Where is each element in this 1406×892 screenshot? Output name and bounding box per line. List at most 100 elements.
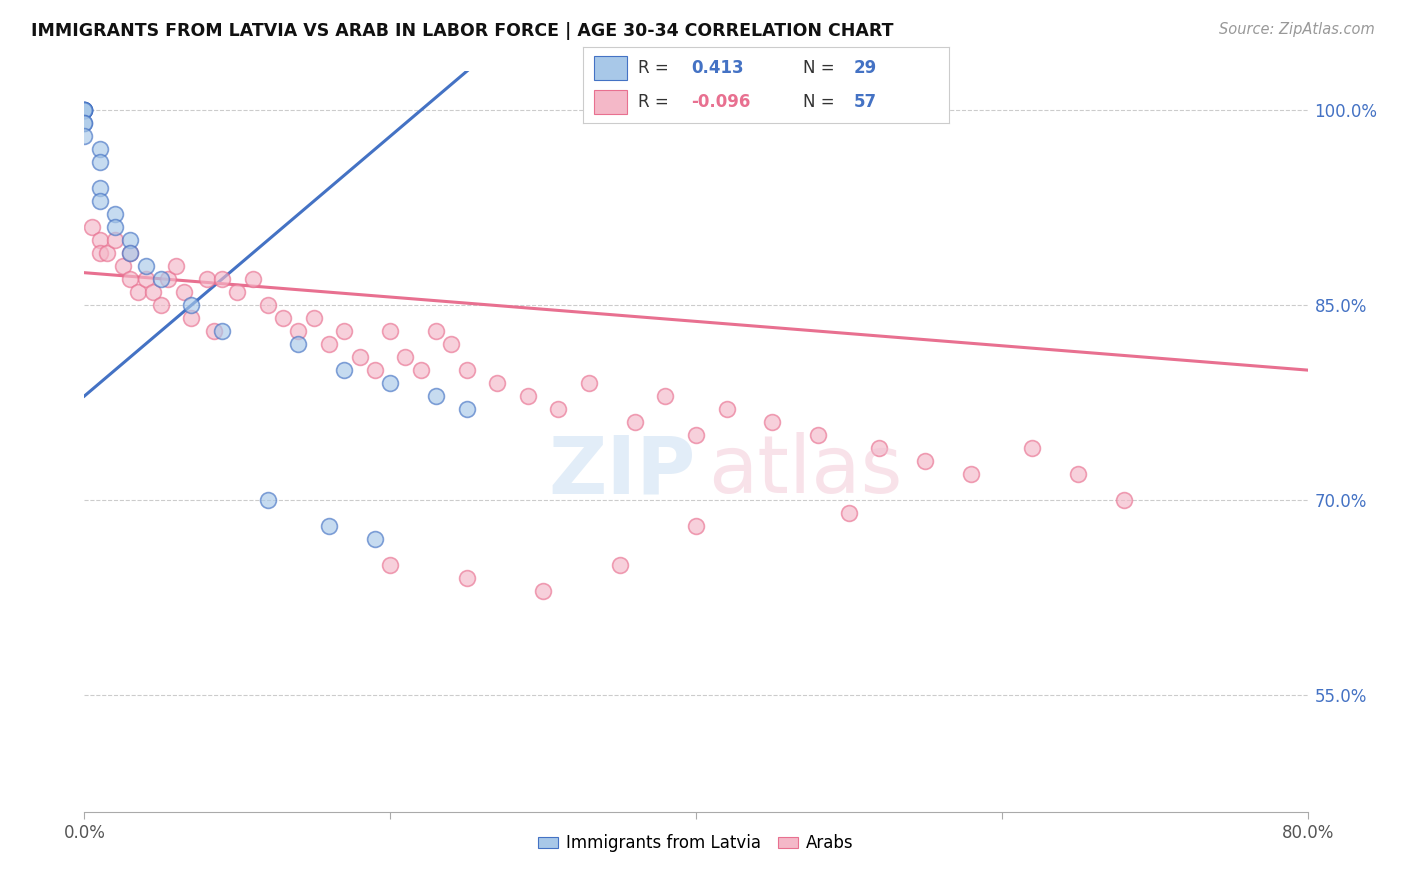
Point [394,350,416,364]
Text: -0.096: -0.096 [692,93,751,111]
Point [685,519,707,533]
Point [271,311,294,326]
Text: 0.413: 0.413 [692,59,744,77]
Bar [595,55,627,80]
Point [578,376,600,390]
Legend: Immigrants from Latvia, Arabs: Immigrants from Latvia, Arabs [531,828,860,859]
Point [380,324,402,338]
Point [1021,441,1043,455]
Point [111,259,134,273]
Point [242,272,264,286]
Point [96,246,118,260]
Point [180,298,202,312]
Point [380,558,402,572]
Point [149,272,172,286]
Point [135,272,157,286]
Point [547,402,569,417]
Point [135,259,157,273]
Point [89,233,111,247]
Point [654,389,676,403]
Point [869,441,891,455]
Point [456,363,478,377]
Text: N =: N = [803,93,839,111]
Point [165,259,187,273]
Point [425,324,447,338]
Point [157,272,180,286]
Point [486,376,509,390]
Point [364,363,387,377]
Point [440,337,463,351]
Point [364,532,387,546]
Point [333,363,356,377]
Text: IMMIGRANTS FROM LATVIA VS ARAB IN LABOR FORCE | AGE 30-34 CORRELATION CHART: IMMIGRANTS FROM LATVIA VS ARAB IN LABOR … [31,22,893,40]
Text: R =: R = [638,93,675,111]
Point [211,324,233,338]
Point [257,493,280,508]
Point [180,311,202,326]
Text: R =: R = [638,59,675,77]
Point [624,415,647,429]
Point [531,583,554,598]
Point [1067,467,1090,481]
Point [73,129,96,144]
Text: atlas: atlas [709,432,903,510]
Point [73,103,96,118]
Point [226,285,249,300]
Point [318,519,340,533]
Point [73,103,96,118]
Point [287,337,309,351]
Point [1114,493,1136,508]
Point [142,285,165,300]
Point [104,233,127,247]
Point [73,103,96,118]
Point [516,389,538,403]
Point [202,324,225,338]
Point [173,285,195,300]
Point [257,298,280,312]
Point [609,558,631,572]
Point [287,324,309,338]
Text: ZIP: ZIP [548,432,696,510]
Point [89,194,111,209]
Point [120,233,142,247]
Point [807,428,830,442]
Point [960,467,983,481]
Point [120,246,142,260]
Point [456,571,478,585]
Point [761,415,783,429]
Point [380,376,402,390]
Point [73,103,96,118]
Point [456,402,478,417]
Point [302,311,325,326]
Point [195,272,218,286]
Text: N =: N = [803,59,839,77]
Point [73,116,96,130]
Point [716,402,738,417]
Point [120,246,142,260]
Point [914,454,936,468]
Point [685,428,707,442]
Point [89,155,111,169]
Text: Source: ZipAtlas.com: Source: ZipAtlas.com [1219,22,1375,37]
Point [89,142,111,156]
Point [73,116,96,130]
Text: 57: 57 [853,93,877,111]
Point [349,350,371,364]
Point [80,220,103,235]
Point [318,337,340,351]
Point [73,103,96,118]
Point [149,298,172,312]
Point [104,220,127,235]
Text: 29: 29 [853,59,877,77]
Bar [595,90,627,114]
Point [425,389,447,403]
Point [409,363,432,377]
Point [89,246,111,260]
Point [89,181,111,195]
Point [73,103,96,118]
Point [127,285,149,300]
Point [211,272,233,286]
Point [104,207,127,221]
Point [838,506,860,520]
Point [120,272,142,286]
